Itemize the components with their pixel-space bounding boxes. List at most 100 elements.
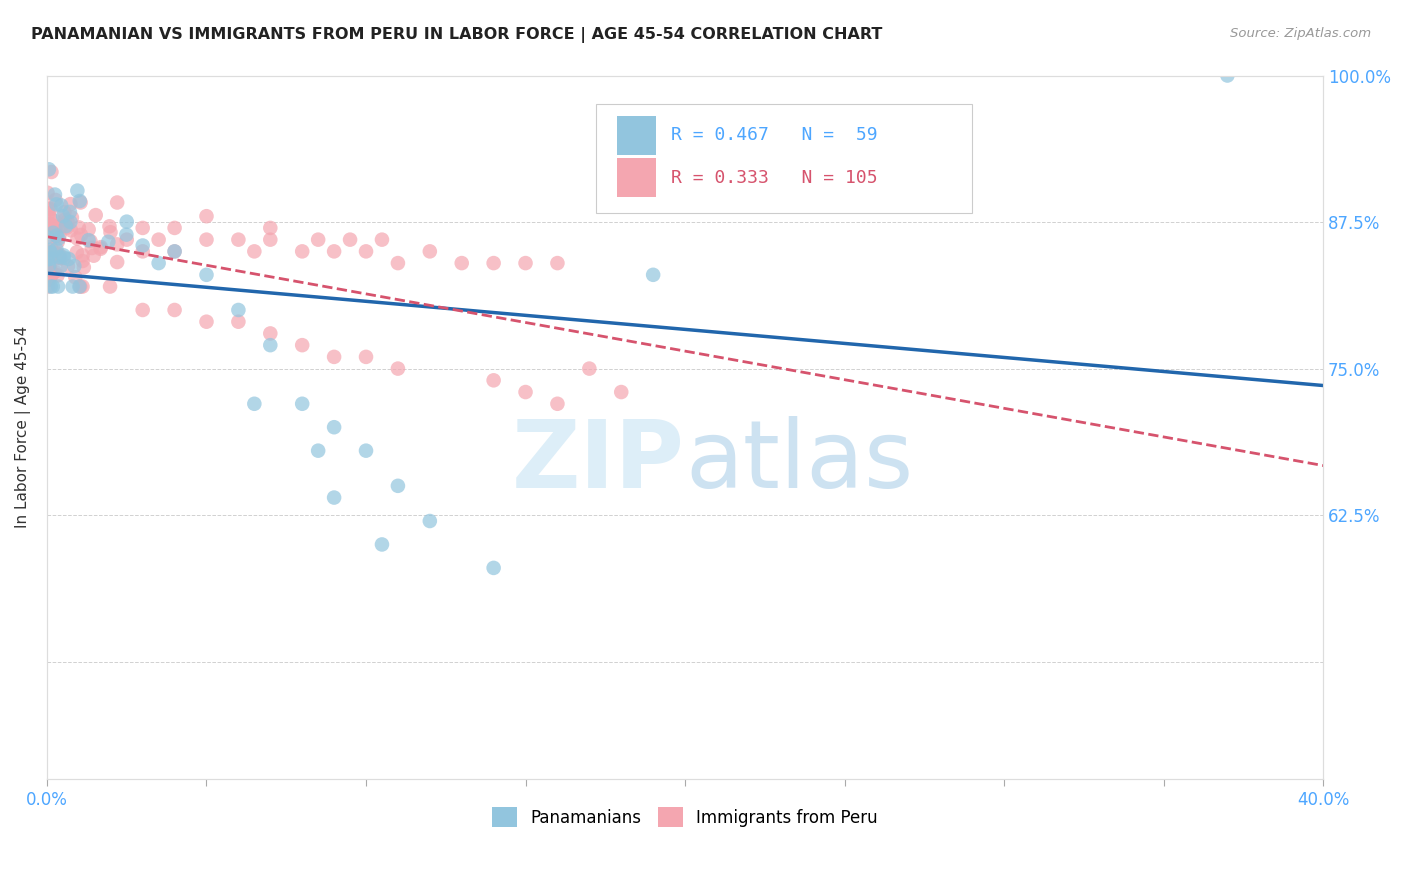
Point (59, 223, 82, 237)
Point (131, 238, 153, 252)
Point (105, 237, 128, 252)
Point (195, 209, 218, 223)
Point (163, 221, 186, 235)
Legend: Panamanians, Immigrants from Peru: Panamanians, Immigrants from Peru (485, 800, 884, 834)
Point (387, 479, 409, 493)
Point (131, 244, 153, 259)
Point (163, 244, 186, 259)
Point (66, 245, 89, 260)
Point (195, 315, 218, 329)
Point (610, 385, 633, 400)
Point (37, 263, 59, 277)
Point (291, 397, 314, 411)
Point (98, 279, 121, 293)
Point (115, 233, 138, 247)
Point (307, 443, 329, 458)
Point (354, 244, 377, 259)
Point (42, 226, 65, 240)
Point (77, 233, 100, 247)
Point (39, 245, 62, 260)
Point (37, 220, 59, 235)
Point (37, 244, 59, 259)
Point (53, 205, 76, 219)
Text: R = 0.467   N =  59: R = 0.467 N = 59 (671, 127, 877, 145)
Point (105, 195, 128, 210)
Point (38, 206, 60, 220)
Point (259, 221, 281, 235)
Point (37, 251, 59, 265)
Point (59, 197, 82, 211)
Point (323, 491, 346, 505)
Point (79, 234, 101, 248)
Point (228, 303, 250, 318)
Point (66, 231, 89, 245)
Point (482, 373, 505, 387)
Point (38, 243, 60, 257)
Point (354, 350, 377, 364)
Point (39, 265, 62, 279)
Point (44, 220, 66, 235)
Point (515, 256, 537, 270)
Point (38, 260, 60, 274)
Point (131, 303, 153, 318)
Point (45, 228, 67, 243)
Text: ZIP: ZIP (512, 417, 685, 508)
Point (100, 225, 122, 239)
Point (148, 256, 170, 270)
Point (38, 259, 60, 273)
Point (46, 268, 69, 283)
Point (37, 202, 59, 216)
Point (115, 214, 138, 228)
Point (44, 265, 66, 279)
Point (39, 239, 62, 253)
Point (97, 235, 120, 249)
Point (39, 211, 62, 226)
Point (163, 303, 186, 318)
Point (56, 259, 79, 273)
Point (37, 279, 59, 293)
Point (44, 214, 66, 228)
Point (38, 273, 60, 287)
Point (228, 315, 250, 329)
Point (115, 227, 138, 242)
Point (66, 184, 89, 198)
Point (387, 256, 409, 270)
Point (228, 233, 250, 247)
Point (515, 385, 537, 400)
FancyBboxPatch shape (617, 116, 655, 154)
Text: Source: ZipAtlas.com: Source: ZipAtlas.com (1230, 27, 1371, 40)
Point (77, 222, 100, 236)
Point (259, 233, 281, 247)
Point (70, 227, 93, 242)
Point (259, 326, 281, 341)
Point (63, 259, 86, 273)
Point (51, 198, 73, 212)
Point (105, 255, 128, 269)
Point (52, 251, 75, 265)
Point (53, 212, 76, 227)
Point (42, 279, 65, 293)
Point (72, 254, 94, 268)
Y-axis label: In Labor Force | Age 45-54: In Labor Force | Age 45-54 (15, 326, 31, 528)
Point (52, 209, 75, 223)
Point (897, 151, 920, 165)
Point (419, 514, 441, 528)
Point (73, 260, 96, 275)
Point (37, 250, 59, 264)
Point (48, 248, 70, 262)
Point (60, 211, 83, 225)
Point (291, 338, 314, 352)
Point (243, 244, 266, 259)
Point (578, 361, 600, 376)
Point (291, 244, 314, 259)
Point (56, 220, 79, 235)
Text: PANAMANIAN VS IMMIGRANTS FROM PERU IN LABOR FORCE | AGE 45-54 CORRELATION CHART: PANAMANIAN VS IMMIGRANTS FROM PERU IN LA… (31, 27, 883, 43)
Point (52, 248, 75, 262)
Point (259, 338, 281, 352)
Point (59, 215, 82, 229)
Point (39, 269, 62, 284)
Point (49, 252, 72, 266)
Point (58, 252, 80, 266)
Point (148, 233, 170, 247)
Point (354, 443, 377, 458)
